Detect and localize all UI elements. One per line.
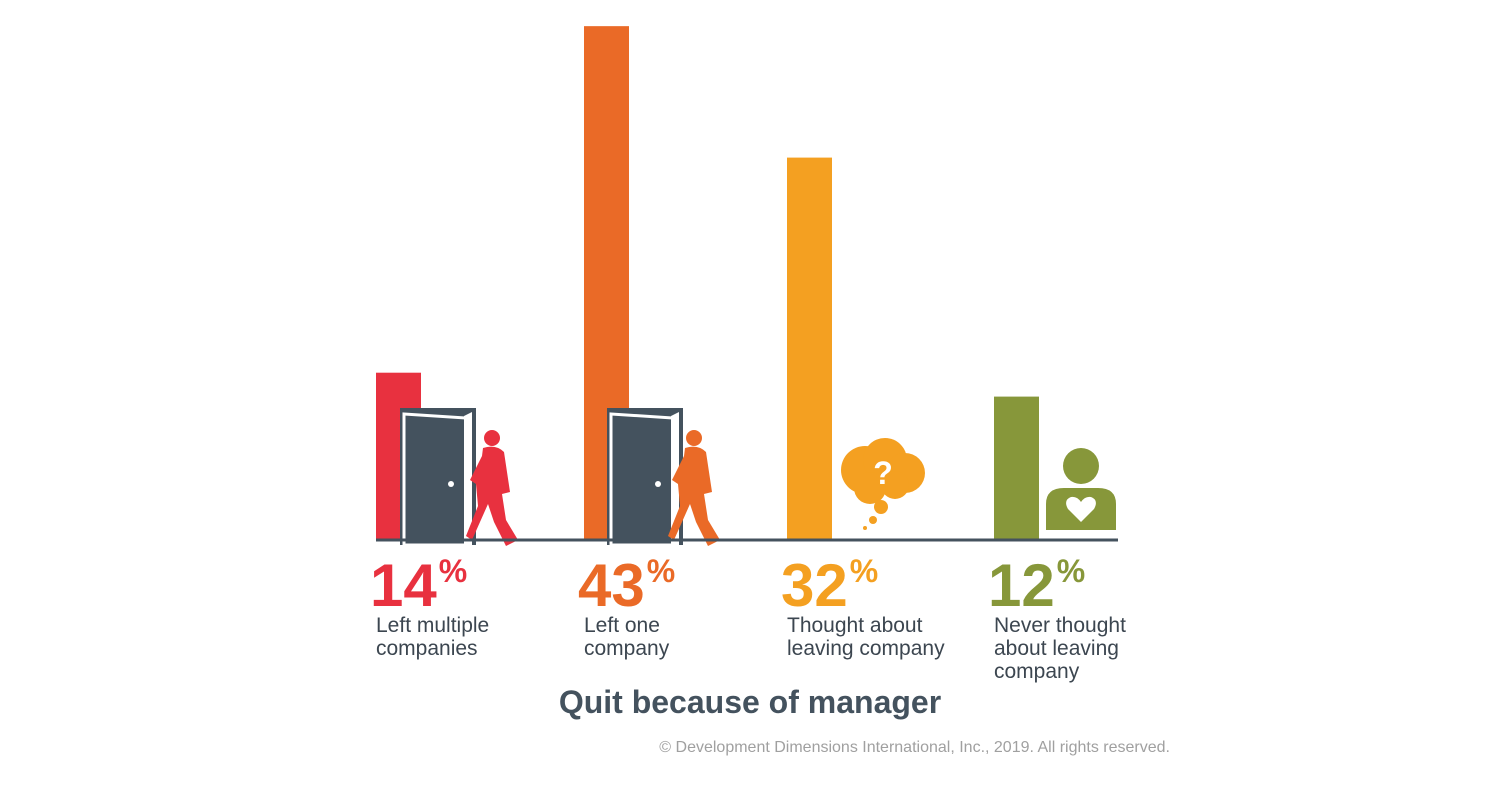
walker-icon — [466, 430, 518, 546]
value-label: 32% — [781, 552, 878, 619]
chart-title: Quit because of manager — [558, 684, 942, 720]
bar — [994, 396, 1039, 540]
value-label: 43% — [578, 552, 675, 619]
door-icon — [400, 408, 476, 547]
door-icon — [607, 408, 683, 547]
category-label: Thought about leaving company — [787, 614, 945, 660]
bar — [787, 157, 832, 540]
category-label: Never thought about leaving company — [994, 614, 1126, 683]
person-heart-icon — [1046, 448, 1116, 530]
value-label: 14% — [370, 552, 467, 619]
svg-text:?: ? — [873, 455, 893, 491]
bars — [376, 26, 1039, 540]
category-label: Left one company — [584, 614, 670, 660]
walker-icon — [668, 430, 720, 546]
category-label: Left multiple companies — [376, 614, 490, 660]
thought-cloud-icon: ? — [841, 438, 925, 530]
value-label: 12% — [988, 552, 1085, 619]
footnote: © Development Dimensions International, … — [659, 739, 1170, 756]
